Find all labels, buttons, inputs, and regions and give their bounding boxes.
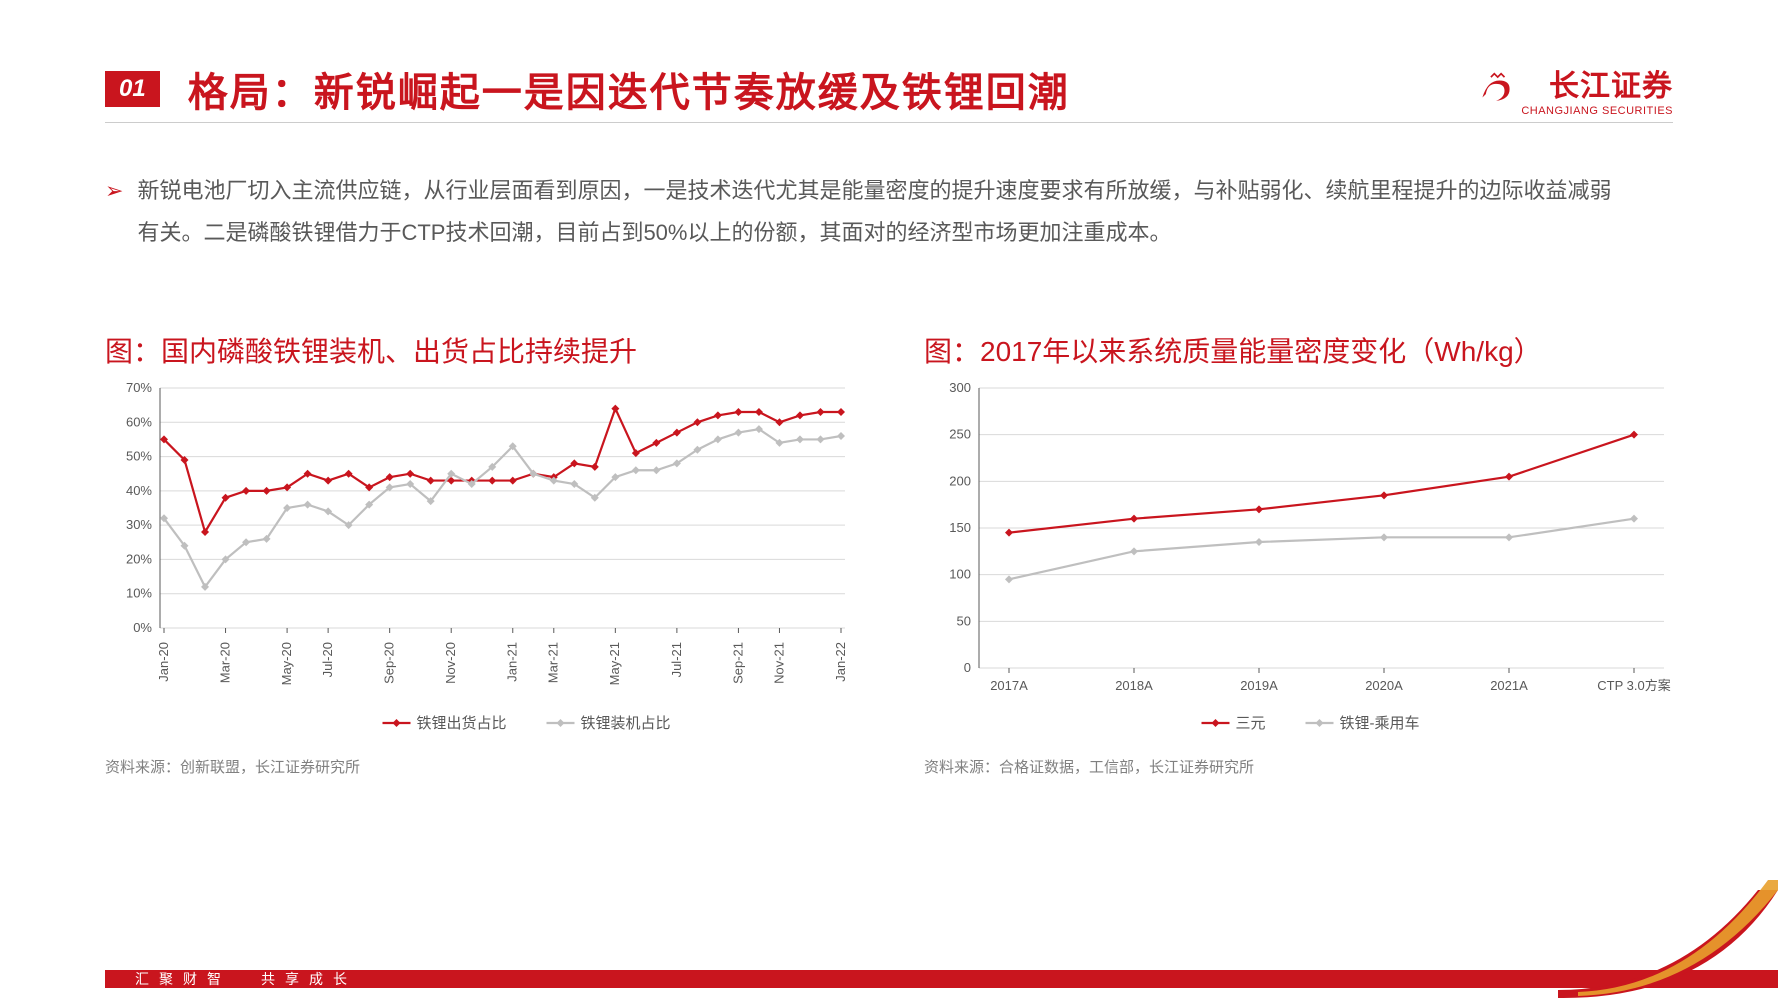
footer-slogan-2: 共享成长	[261, 969, 357, 989]
svg-text:Sep-20: Sep-20	[382, 642, 397, 684]
svg-text:150: 150	[949, 520, 971, 535]
svg-text:Nov-20: Nov-20	[443, 642, 458, 684]
chart-right: 0 50 100 150 200 250 300 2017A 2018A 2019A 2020A 20…	[924, 378, 1673, 738]
svg-text:30%: 30%	[126, 517, 152, 532]
svg-text:2021A: 2021A	[1490, 678, 1528, 693]
bullet-arrow-icon: ➢	[105, 170, 123, 254]
footer-bar: 汇聚财智 共享成长	[105, 970, 1778, 988]
svg-text:10%: 10%	[126, 586, 152, 601]
svg-text:20%: 20%	[126, 551, 152, 566]
svg-text:Jul-20: Jul-20	[320, 642, 335, 677]
svg-text:Jan-22: Jan-22	[833, 642, 848, 682]
svg-text:Jan-21: Jan-21	[505, 642, 520, 682]
svg-text:70%: 70%	[126, 380, 152, 395]
svg-text:CTP 3.0方案: CTP 3.0方案	[1597, 678, 1670, 693]
svg-text:Mar-21: Mar-21	[546, 642, 561, 683]
svg-text:铁锂装机占比: 铁锂装机占比	[581, 715, 671, 732]
footer-slogan-1: 汇聚财智	[135, 969, 231, 989]
chart-right-title: 图：2017年以来系统质量能量密度变化（Wh/kg）	[924, 330, 1673, 370]
chart-right-source: 资料来源：合格证数据，工信部，长江证券研究所	[924, 756, 1673, 777]
bullet-block: ➢ 新锐电池厂切入主流供应链，从行业层面看到原因，一是技术迭代尤其是能量密度的提…	[105, 170, 1628, 254]
chart-left: 0% 10% 20% 30% 40% 50% 60% 70% Jan-20 Mar-20 May-2…	[105, 378, 854, 738]
chart-right-col: 图：2017年以来系统质量能量密度变化（Wh/kg） 0 50 100 150 200 2…	[924, 330, 1673, 777]
svg-text:2017A: 2017A	[990, 678, 1028, 693]
svg-text:May-21: May-21	[607, 642, 622, 685]
svg-text:三元: 三元	[1236, 715, 1266, 732]
svg-text:250: 250	[949, 427, 971, 442]
charts-row: 图：国内磷酸铁锂装机、出货占比持续提升 0% 10% 20% 30% 40% 50% 60%…	[105, 330, 1673, 777]
dragon-icon	[1479, 72, 1513, 106]
svg-text:Sep-21: Sep-21	[730, 642, 745, 684]
slide-title: 格局：新锐崛起一是因迭代节奏放缓及铁锂回潮	[188, 60, 1070, 118]
svg-text:Jul-21: Jul-21	[669, 642, 684, 677]
svg-text:50%: 50%	[126, 449, 152, 464]
chart-left-source: 资料来源：创新联盟，长江证券研究所	[105, 756, 854, 777]
bullet-item: ➢ 新锐电池厂切入主流供应链，从行业层面看到原因，一是技术迭代尤其是能量密度的提…	[105, 170, 1628, 254]
logo-text-en: CHANGJIANG SECURITIES	[1521, 105, 1673, 117]
svg-text:May-20: May-20	[279, 642, 294, 685]
footer-swoosh-icon	[1558, 880, 1778, 1000]
chart-left-title: 图：国内磷酸铁锂装机、出货占比持续提升	[105, 330, 854, 370]
chart-left-col: 图：国内磷酸铁锂装机、出货占比持续提升 0% 10% 20% 30% 40% 50% 60%…	[105, 330, 854, 777]
svg-text:2018A: 2018A	[1115, 678, 1153, 693]
section-number-badge: 01	[105, 71, 160, 107]
header-divider	[105, 122, 1673, 123]
logo-text-cn: 长江证券	[1521, 61, 1673, 105]
svg-text:Jan-20: Jan-20	[156, 642, 171, 682]
bullet-text: 新锐电池厂切入主流供应链，从行业层面看到原因，一是技术迭代尤其是能量密度的提升速…	[137, 170, 1628, 254]
svg-text:300: 300	[949, 380, 971, 395]
header-left: 01 格局：新锐崛起一是因迭代节奏放缓及铁锂回潮	[105, 60, 1070, 118]
slide-header: 01 格局：新锐崛起一是因迭代节奏放缓及铁锂回潮 长江证券 CHANGJIANG…	[105, 60, 1673, 118]
svg-text:2019A: 2019A	[1240, 678, 1278, 693]
svg-text:Nov-21: Nov-21	[771, 642, 786, 684]
svg-text:铁锂出货占比: 铁锂出货占比	[417, 715, 507, 732]
brand-logo: 长江证券 CHANGJIANG SECURITIES	[1479, 61, 1673, 117]
svg-text:铁锂-乘用车: 铁锂-乘用车	[1340, 715, 1420, 732]
svg-text:0%: 0%	[133, 620, 152, 635]
svg-text:60%: 60%	[126, 414, 152, 429]
svg-text:Mar-20: Mar-20	[217, 642, 232, 683]
svg-text:200: 200	[949, 473, 971, 488]
svg-text:2020A: 2020A	[1365, 678, 1403, 693]
svg-text:40%: 40%	[126, 483, 152, 498]
svg-text:100: 100	[949, 567, 971, 582]
slide-footer: 汇聚财智 共享成长	[0, 952, 1778, 1000]
svg-text:0: 0	[964, 660, 971, 675]
svg-text:50: 50	[957, 613, 971, 628]
